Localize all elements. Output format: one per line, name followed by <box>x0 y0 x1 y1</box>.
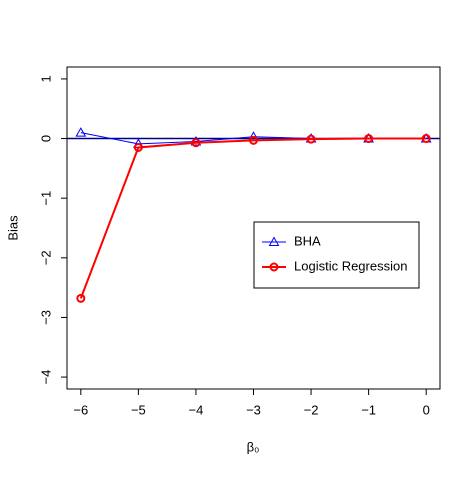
x-tick-label: −2 <box>304 402 319 417</box>
marker <box>249 135 258 145</box>
y-tick-label: 1 <box>38 75 53 82</box>
x-tick-label: −4 <box>189 402 204 417</box>
marker <box>75 127 87 137</box>
marker <box>191 138 201 148</box>
y-axis-label: Bias <box>5 215 20 241</box>
legend-marker <box>268 236 280 246</box>
y-tick-label: −1 <box>38 191 53 206</box>
y-tick-label: −3 <box>38 310 53 325</box>
legend-label: Logistic Regression <box>294 258 407 273</box>
series-line <box>79 137 427 299</box>
legend-marker <box>269 262 279 272</box>
legend-label: BHA <box>294 233 321 248</box>
marker <box>306 134 316 144</box>
x-tick-label: −1 <box>361 402 376 417</box>
legend-box <box>253 221 420 289</box>
x-tick-label: −6 <box>73 402 88 417</box>
marker <box>133 143 143 152</box>
y-tick-label: −4 <box>38 370 53 385</box>
marker <box>364 134 374 144</box>
x-axis-label: β₀ <box>247 439 260 454</box>
y-tick-label: 0 <box>38 135 53 142</box>
y-tick-label: −2 <box>38 250 53 265</box>
x-tick-label: −3 <box>246 402 261 417</box>
x-tick-label: 0 <box>423 402 430 417</box>
x-tick-label: −5 <box>131 402 146 417</box>
marker <box>421 134 431 144</box>
marker <box>76 293 86 303</box>
